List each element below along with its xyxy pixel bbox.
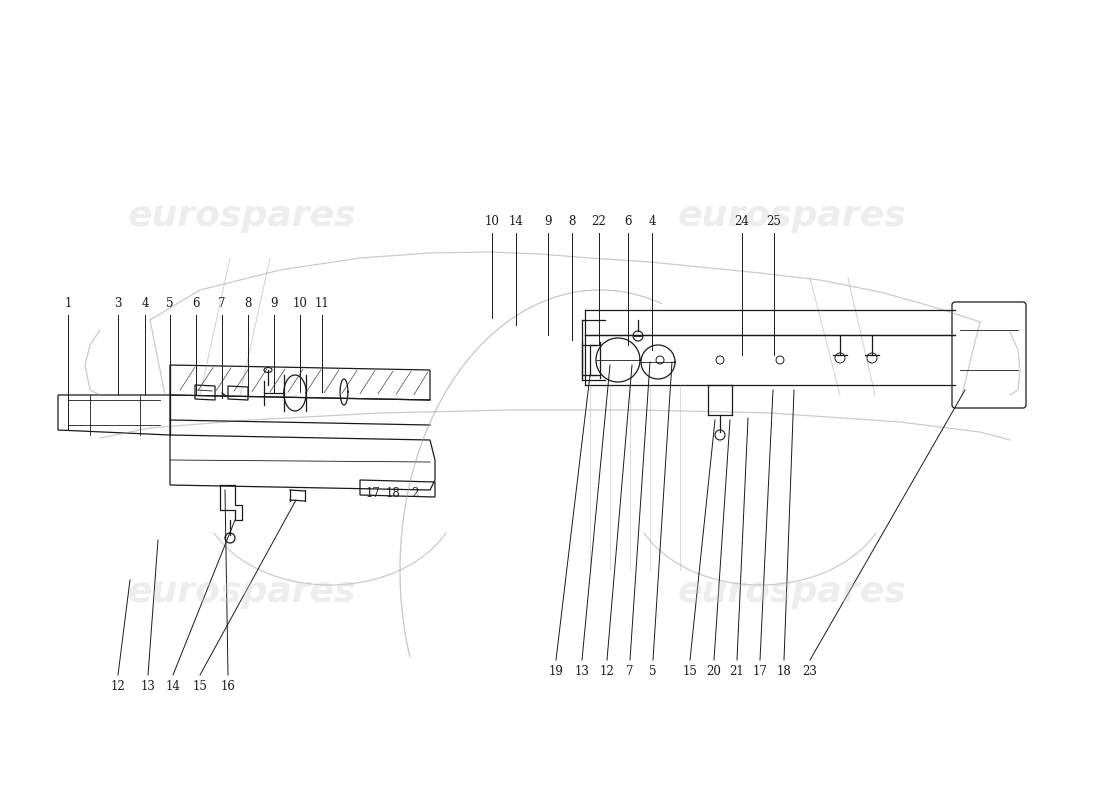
Text: 23: 23 — [803, 665, 817, 678]
Text: 5: 5 — [649, 665, 657, 678]
Text: 10: 10 — [485, 215, 499, 228]
Text: 15: 15 — [683, 665, 697, 678]
Text: 7: 7 — [626, 665, 634, 678]
Text: 8: 8 — [569, 215, 575, 228]
Text: 20: 20 — [706, 665, 722, 678]
Text: 18: 18 — [777, 665, 791, 678]
Text: 1: 1 — [64, 297, 72, 310]
Text: 17: 17 — [752, 665, 768, 678]
Text: 2: 2 — [411, 487, 419, 500]
Text: 6: 6 — [192, 297, 200, 310]
Text: 4: 4 — [141, 297, 149, 310]
Text: 8: 8 — [244, 297, 252, 310]
Text: 4: 4 — [648, 215, 656, 228]
Text: 14: 14 — [166, 680, 180, 693]
Text: 24: 24 — [735, 215, 749, 228]
Text: 16: 16 — [221, 680, 235, 693]
Text: 17: 17 — [365, 487, 381, 500]
Text: 6: 6 — [625, 215, 631, 228]
Text: 21: 21 — [729, 665, 745, 678]
Text: 13: 13 — [141, 680, 155, 693]
Text: 12: 12 — [111, 680, 125, 693]
Text: 19: 19 — [549, 665, 563, 678]
Text: eurospares: eurospares — [678, 575, 906, 609]
Text: 25: 25 — [767, 215, 781, 228]
Text: 3: 3 — [114, 297, 122, 310]
Text: 18: 18 — [386, 487, 400, 500]
Text: eurospares: eurospares — [128, 575, 356, 609]
Text: 11: 11 — [315, 297, 329, 310]
Text: 22: 22 — [592, 215, 606, 228]
Text: 9: 9 — [271, 297, 277, 310]
Text: eurospares: eurospares — [678, 199, 906, 233]
Text: 12: 12 — [600, 665, 615, 678]
Text: 5: 5 — [166, 297, 174, 310]
Text: 14: 14 — [508, 215, 524, 228]
Text: 13: 13 — [574, 665, 590, 678]
Text: 7: 7 — [218, 297, 226, 310]
Text: 9: 9 — [544, 215, 552, 228]
Text: eurospares: eurospares — [128, 199, 356, 233]
Text: 15: 15 — [192, 680, 208, 693]
Text: 10: 10 — [293, 297, 307, 310]
